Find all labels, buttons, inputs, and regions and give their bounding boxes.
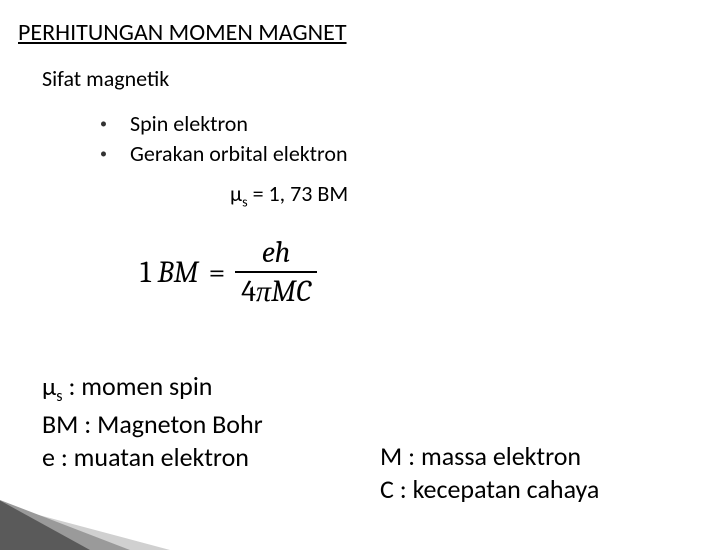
mu-value-line: μs = 1, 73 BM <box>90 170 720 210</box>
def-pre: μ <box>42 370 56 402</box>
mu-rest: = 1, 73 BM <box>248 180 349 207</box>
def-post: : momen spin <box>63 370 213 402</box>
def-pre: e : muatan elektron <box>42 441 249 473</box>
definitions-left: μs : momen spin BM : Magneton Bohr e : m… <box>42 370 263 474</box>
eq-den-mc: MC <box>271 274 311 309</box>
list-item: • Spin elektron <box>100 110 720 138</box>
definitions-right: M : massa elektron C : kecepatan cahaya <box>380 440 599 507</box>
bullet-text: Gerakan orbital elektron <box>130 140 348 167</box>
eq-equals: = <box>209 255 226 290</box>
bullet-icon: • <box>100 110 130 138</box>
eq-fraction: eh 4πMC <box>235 236 317 308</box>
bullet-list: • Spin elektron • Gerakan orbital elektr… <box>0 92 720 168</box>
bm-equation: 1 BM = eh 4πMC <box>140 236 720 308</box>
def-line: BM : Magneton Bohr <box>42 408 263 441</box>
def-line: M : massa elektron <box>380 440 599 473</box>
page-subtitle: Sifat magnetik <box>0 47 720 92</box>
def-line: μs : momen spin <box>42 370 263 408</box>
def-pre: BM : Magneton Bohr <box>42 408 263 440</box>
eq-lhs: 1 BM <box>140 255 199 290</box>
bullet-icon: • <box>100 140 130 168</box>
def-line: C : kecepatan cahaya <box>380 473 599 506</box>
eq-lhs-num: 1 <box>140 255 157 290</box>
def-line: e : muatan elektron <box>42 441 263 474</box>
eq-lhs-var: BM <box>157 255 198 290</box>
bullet-text: Spin elektron <box>130 110 248 137</box>
page-title: PERHITUNGAN MOMEN MAGNET <box>0 0 720 47</box>
eq-numerator: eh <box>256 236 297 271</box>
eq-den-pi: π <box>256 274 271 309</box>
list-item: • Gerakan orbital elektron <box>100 140 720 168</box>
eq-den-4: 4 <box>241 274 256 309</box>
eq-denominator: 4πMC <box>235 271 317 308</box>
mu-symbol: μ <box>230 180 242 207</box>
